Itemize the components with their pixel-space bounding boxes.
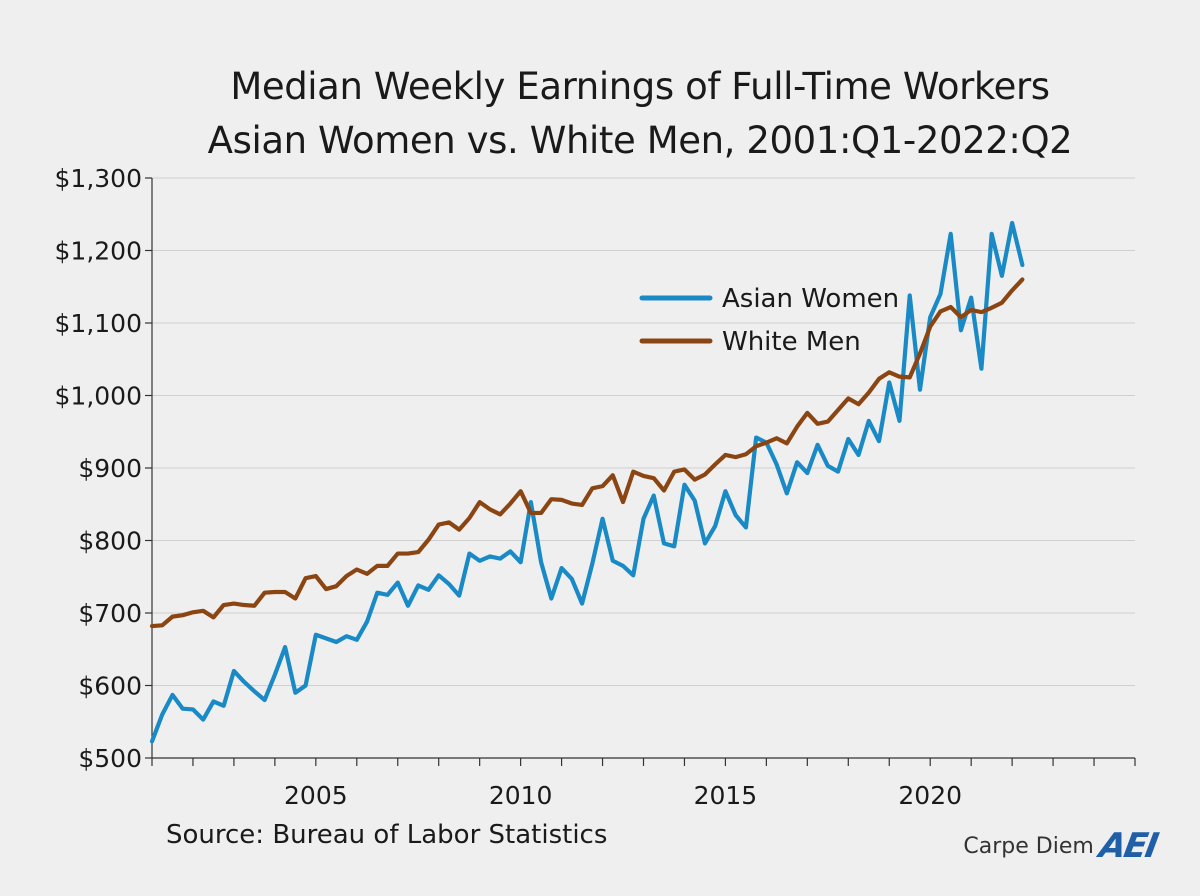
chart-title-line-2: Asian Women vs. White Men, 2001:Q1-2022:… xyxy=(207,119,1073,162)
legend-label: White Men xyxy=(722,327,861,357)
y-tick-label: $900 xyxy=(78,454,142,483)
legend-label: Asian Women xyxy=(722,284,899,314)
chart-title: Median Weekly Earnings of Full-Time Work… xyxy=(0,60,1200,168)
y-tick-label: $800 xyxy=(78,527,142,556)
series-lines xyxy=(149,220,1025,744)
y-tick-label: $1,100 xyxy=(55,309,142,338)
legend: Asian Women White Men xyxy=(639,284,899,357)
y-tick-label: $700 xyxy=(78,599,142,628)
y-tick-label: $600 xyxy=(78,672,142,701)
y-tick-labels: $500 $600 $700 $800 $900 $1,000 $1,100 $1,200 $1… xyxy=(55,164,142,773)
x-tick-labels: 2005 2010 2015 2020 xyxy=(284,781,962,810)
x-tick-label: 2020 xyxy=(898,781,962,810)
chart-title-line-1: Median Weekly Earnings of Full-Time Work… xyxy=(230,65,1050,108)
y-tick-label: $1,000 xyxy=(55,382,142,411)
x-tick-label: 2005 xyxy=(284,781,348,810)
y-tick-label: $1,200 xyxy=(55,237,142,266)
x-tick-label: 2015 xyxy=(694,781,758,810)
grid-lines xyxy=(152,177,1135,686)
series-line-white-men xyxy=(149,277,1025,629)
y-tick-label: $1,300 xyxy=(55,164,142,193)
axes xyxy=(145,177,1136,766)
series-line-asian-women xyxy=(149,220,1025,744)
aei-logo: AEI xyxy=(1096,826,1160,866)
brand-name: Carpe Diem xyxy=(963,833,1094,859)
x-tick-label: 2010 xyxy=(489,781,553,810)
y-tick-label: $500 xyxy=(78,744,142,773)
brand-mark: Carpe Diem AEI xyxy=(963,826,1160,866)
source-note: Source: Bureau of Labor Statistics xyxy=(166,820,608,850)
